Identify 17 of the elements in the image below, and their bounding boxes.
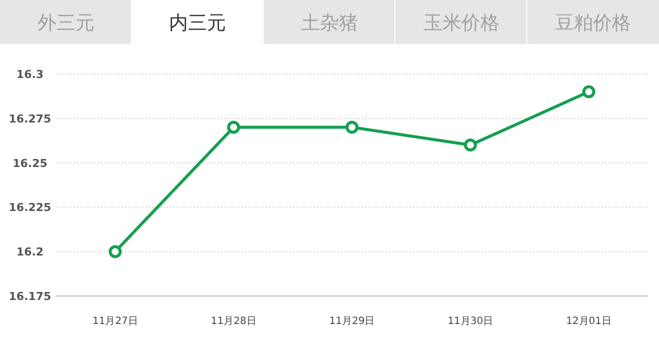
y-tick-label: 16.2: [16, 246, 44, 259]
point: [227, 120, 240, 134]
x-tick-label: 12月01日: [566, 316, 612, 327]
y-tick-label: 16.3: [16, 68, 44, 81]
y-tick-label: 16.225: [8, 201, 52, 214]
point: [346, 120, 358, 134]
point: [582, 85, 596, 98]
x-tick-label: 11月28日: [210, 316, 256, 327]
point: [464, 138, 477, 152]
point: [108, 245, 122, 258]
y-tick-label: 16.275: [8, 112, 52, 126]
y-tick-label: 16.175: [8, 290, 52, 303]
x-tick-label: 11月27日: [92, 316, 138, 327]
y-tick-label: 16.25: [12, 156, 48, 170]
tabs: 外三元 内三元 土杂猪 玉米价格 豆粕价格: [0, 0, 659, 44]
x-tick-label: 11月29日: [329, 316, 375, 327]
x-tick-label: 11月30日: [448, 316, 494, 327]
